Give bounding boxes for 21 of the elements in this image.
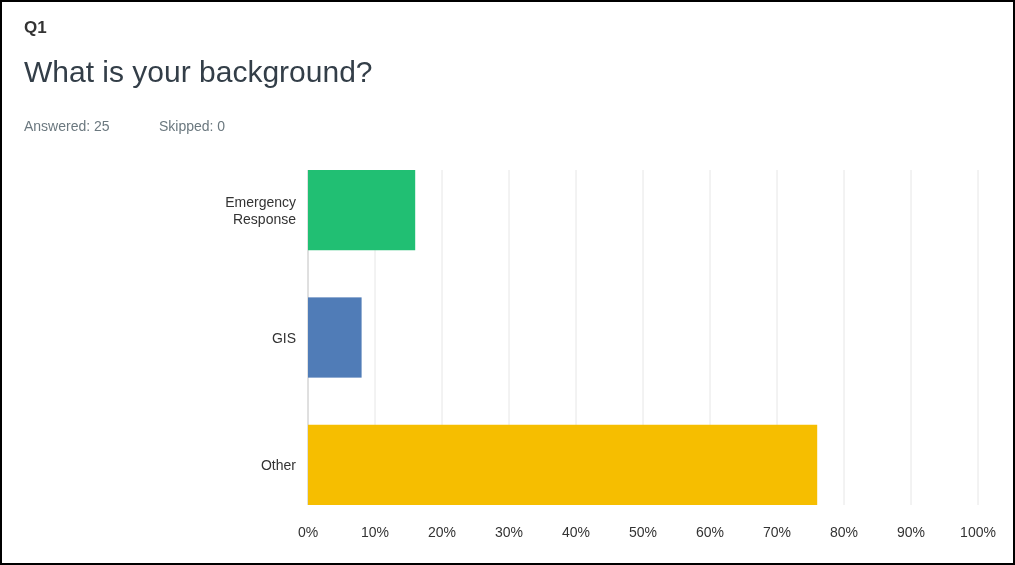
x-tick-label: 20% — [427, 524, 457, 540]
y-tick-label: Other — [260, 456, 297, 473]
x-tick-label: 100% — [960, 524, 996, 540]
text: Skipped: 0 — [159, 118, 226, 134]
x-tick-label: 10% — [360, 524, 390, 540]
x-tick-label: 60% — [695, 524, 725, 540]
x-tick-label: 90% — [896, 524, 926, 540]
y-tick-label: Emergency Response — [225, 193, 297, 227]
bar — [308, 297, 362, 378]
x-tick-label: 80% — [829, 524, 859, 540]
x-tick-label: 30% — [494, 524, 524, 540]
y-tick-label: GIS — [271, 329, 296, 346]
x-tick-label: 50% — [628, 524, 658, 540]
x-tick-label: 0% — [297, 524, 319, 540]
bar — [308, 424, 818, 505]
x-tick-label: 70% — [762, 524, 792, 540]
bar — [308, 170, 416, 251]
text: Answered: 25 — [24, 118, 110, 134]
text: Q1 — [24, 18, 47, 37]
x-tick-label: 40% — [561, 524, 591, 540]
chart-title: What is your background? — [24, 55, 373, 88]
